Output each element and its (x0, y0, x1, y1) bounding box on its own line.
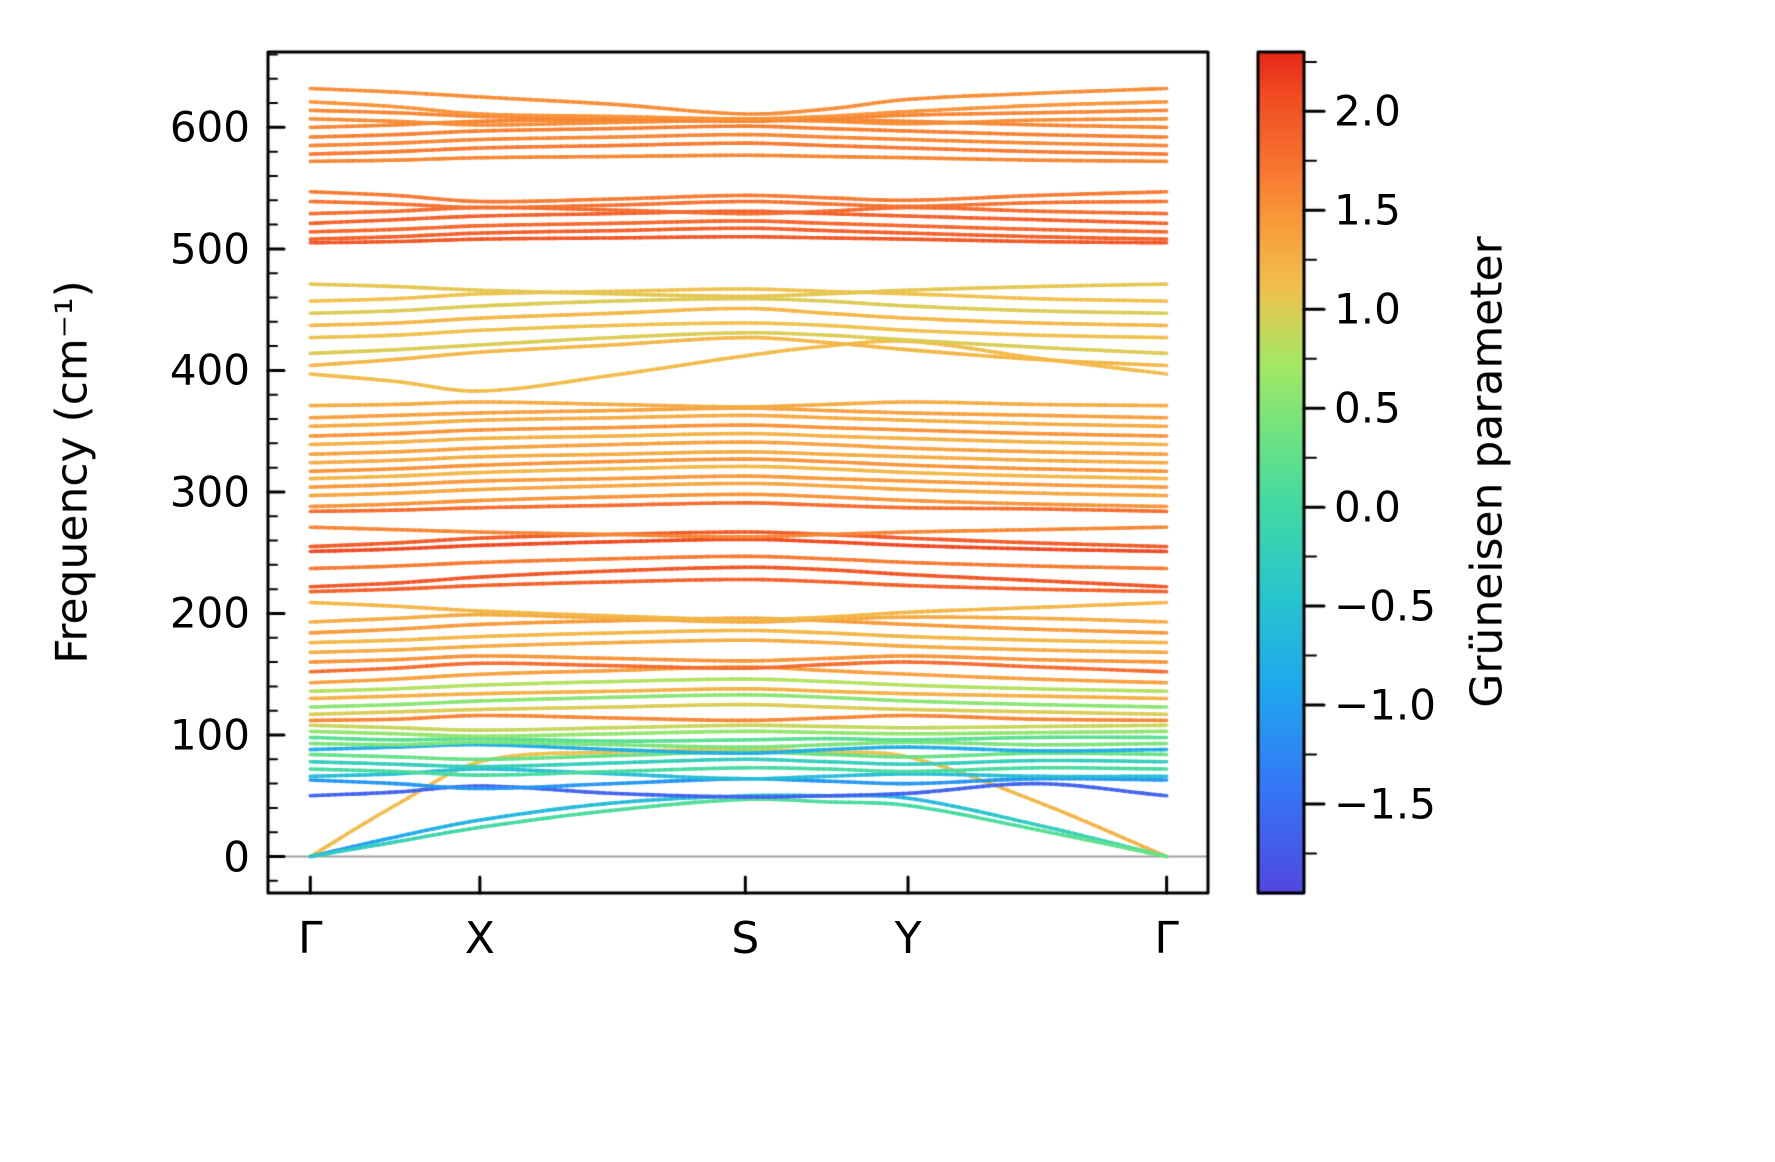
y-tick-label: 0 (223, 832, 250, 882)
y-axis-title: Frequency (cm⁻¹) (46, 280, 98, 664)
colorbar-title: Grüneisen parameter (1461, 236, 1513, 708)
colorbar-tick-label: 0.5 (1334, 383, 1401, 433)
x-tick-label: Γ (298, 913, 323, 964)
x-tick-label: Γ (1154, 913, 1179, 964)
colorbar-tick-label: 2.0 (1334, 86, 1401, 136)
colorbar-tick-label: −0.5 (1334, 581, 1436, 631)
colorbar-tick-label: −1.0 (1334, 680, 1436, 730)
colorbar-tick-label: 1.5 (1334, 185, 1401, 235)
y-tick-label: 300 (169, 467, 250, 517)
x-tick-label: Y (894, 913, 922, 964)
x-tick-label: X (464, 913, 495, 964)
colorbar-tick-label: 0.0 (1334, 482, 1401, 532)
colorbar-tick-label: −1.5 (1334, 779, 1436, 829)
y-tick-label: 600 (169, 102, 250, 152)
x-tick-label: S (731, 913, 760, 964)
colorbar-tick-label: 1.0 (1334, 284, 1401, 334)
y-tick-label: 500 (169, 224, 250, 274)
y-tick-label: 100 (169, 710, 250, 760)
y-tick-label: 400 (169, 345, 250, 395)
y-tick-label: 200 (169, 588, 250, 638)
